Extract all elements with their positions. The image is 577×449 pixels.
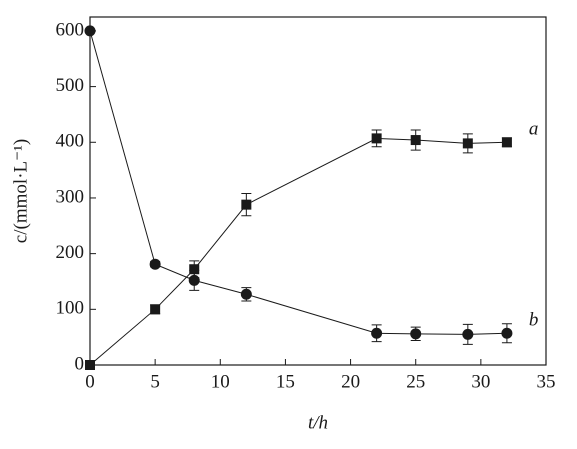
marker <box>410 135 421 146</box>
x-tick-label: 30 <box>471 371 490 392</box>
y-tick-label: 100 <box>56 298 85 319</box>
y-tick-label: 200 <box>56 242 85 263</box>
series-label: a <box>529 119 539 140</box>
x-tick-label: 5 <box>150 371 160 392</box>
marker <box>150 304 161 315</box>
x-tick-label: 0 <box>85 371 95 392</box>
marker <box>240 288 252 300</box>
y-tick-label: 400 <box>56 131 85 152</box>
marker <box>188 274 200 286</box>
marker <box>371 327 383 339</box>
x-tick-label: 15 <box>276 371 295 392</box>
marker <box>149 258 161 270</box>
marker <box>410 328 422 340</box>
x-tick-label: 20 <box>341 371 360 392</box>
y-tick-label: 500 <box>56 75 85 96</box>
series-line <box>89 137 507 366</box>
x-tick-label: 10 <box>211 371 230 392</box>
marker <box>462 328 474 340</box>
y-tick-label: 0 <box>75 353 85 374</box>
y-axis-label: c/(mmol·L⁻¹) <box>10 139 31 243</box>
marker <box>501 137 512 148</box>
y-tick-label: 300 <box>56 186 85 207</box>
marker <box>462 138 473 149</box>
marker <box>501 327 513 339</box>
marker <box>241 199 252 210</box>
y-tick-label: 600 <box>56 19 85 40</box>
x-tick-label: 35 <box>537 371 556 392</box>
x-axis-label: t/h <box>308 412 328 433</box>
series-label: b <box>529 310 539 331</box>
x-tick-label: 25 <box>406 371 425 392</box>
marker <box>85 360 95 370</box>
marker <box>189 264 200 275</box>
marker <box>84 25 96 37</box>
plot-frame <box>89 16 547 366</box>
marker <box>371 133 382 144</box>
series-line <box>89 30 507 335</box>
